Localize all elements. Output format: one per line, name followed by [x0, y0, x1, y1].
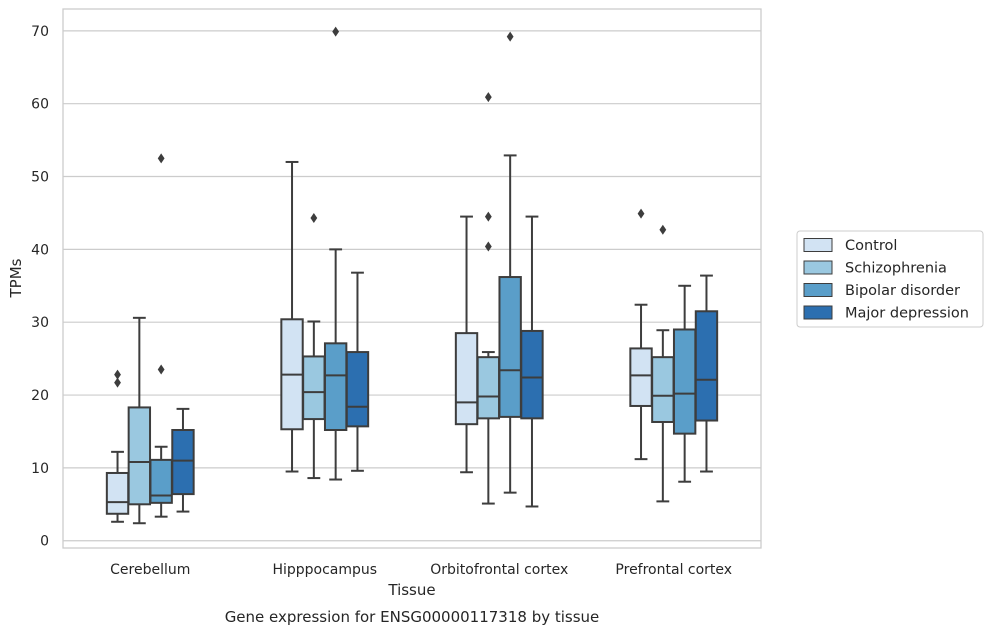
series-group — [171, 215, 719, 513]
box-group — [149, 153, 173, 518]
box-group — [323, 26, 348, 481]
box-group — [345, 271, 370, 472]
x-tick-label: Orbitofrontal cortex — [430, 562, 568, 578]
box-group — [127, 316, 152, 525]
outlier-point — [484, 241, 492, 252]
box-group — [105, 369, 130, 523]
legend-label: Schizophrenia — [845, 261, 947, 277]
chart-caption: Gene expression for ENSG00000117318 by t… — [225, 608, 600, 626]
y-tick-label: 30 — [31, 315, 49, 331]
iqr-box — [520, 329, 544, 420]
y-tick-label: 10 — [31, 461, 49, 477]
box-group — [672, 284, 697, 483]
box-group — [694, 274, 719, 473]
outlier-point — [332, 26, 340, 37]
outlier-point — [157, 153, 165, 164]
outlier-point — [506, 31, 514, 42]
x-tick-label: Prefrontal cortex — [615, 562, 732, 578]
iqr-box — [345, 351, 370, 428]
box-group — [171, 407, 195, 513]
legend-swatch — [803, 238, 833, 252]
y-tick-labels: 0 10 20 30 40 50 60 70 — [31, 24, 49, 550]
outlier-point — [659, 224, 667, 235]
iqr-box — [105, 471, 130, 515]
legend-label: Control — [845, 238, 897, 254]
legend-frame — [796, 230, 984, 328]
series-group — [127, 92, 675, 525]
y-tick-label: 40 — [31, 242, 49, 258]
outlier-point — [484, 92, 492, 103]
y-tick-label: 0 — [40, 534, 49, 550]
y-tick-label: 20 — [31, 388, 49, 404]
plot-area-frame — [62, 8, 762, 549]
outlier-point — [310, 213, 318, 224]
legend: Control Schizophrenia Bipolar disorder Majo… — [796, 230, 984, 328]
outlier-point — [157, 364, 165, 375]
iqr-box — [629, 347, 653, 407]
series-group — [105, 160, 653, 523]
box-group — [629, 208, 653, 461]
iqr-box — [302, 355, 326, 421]
box-group — [302, 213, 326, 480]
iqr-box — [672, 328, 697, 435]
iqr-box — [476, 356, 501, 420]
y-axis-label: TPMs — [7, 258, 25, 298]
legend-label: Bipolar disorder — [845, 283, 960, 299]
outlier-point — [484, 211, 492, 222]
box-group — [651, 224, 675, 503]
y-tick-label: 50 — [31, 170, 49, 186]
box-group — [280, 160, 304, 473]
box-group — [498, 31, 522, 494]
y-tick-label: 70 — [31, 24, 49, 40]
box-group — [476, 92, 501, 505]
iqr-box — [651, 356, 675, 423]
legend-swatch — [803, 305, 833, 320]
y-tick-label: 60 — [31, 97, 49, 113]
outlier-point — [637, 208, 645, 219]
iqr-box — [323, 342, 348, 432]
legend-swatch — [803, 283, 833, 297]
outlier-point — [114, 369, 121, 380]
iqr-box — [127, 406, 152, 506]
x-tick-label: Cerebellum — [110, 562, 190, 578]
iqr-box — [694, 310, 719, 422]
legend-swatch — [803, 260, 833, 275]
x-axis-label: Tissue — [387, 581, 435, 599]
x-tick-label: Hipppocampus — [272, 562, 377, 578]
series-group — [149, 26, 697, 518]
box-group — [454, 215, 479, 474]
iqr-box — [498, 276, 522, 418]
iqr-box — [454, 332, 479, 426]
iqr-box — [171, 429, 195, 496]
box-group — [520, 215, 544, 508]
box-series — [105, 26, 719, 525]
outlier-point — [114, 377, 121, 388]
x-tick-labels: Cerebellum Hipppocampus Orbitofrontal cort… — [110, 562, 732, 578]
legend-label: Major depression — [845, 306, 969, 322]
